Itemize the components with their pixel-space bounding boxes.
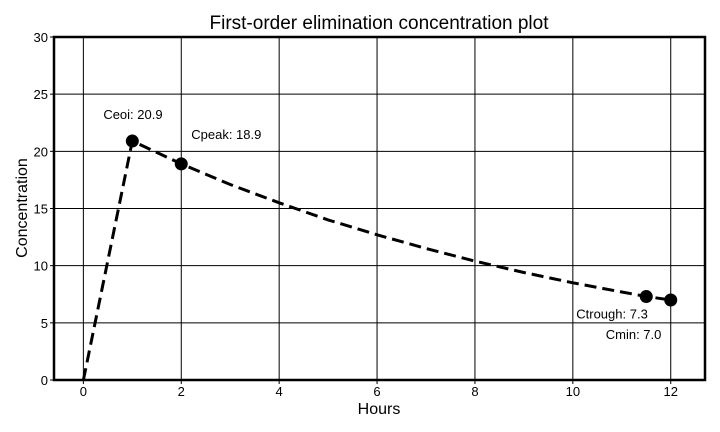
y-tick-label: 20 xyxy=(34,144,48,159)
series-group xyxy=(81,138,671,381)
y-tick-label: 25 xyxy=(34,87,48,102)
markers-group xyxy=(125,134,678,307)
concentration-line xyxy=(81,138,671,381)
x-tick-label: 12 xyxy=(664,384,678,399)
y-tick-label: 30 xyxy=(34,30,48,45)
annotation-label: Cmin: 7.0 xyxy=(606,327,662,342)
y-tick-label: 15 xyxy=(34,202,48,217)
plot-frame xyxy=(52,35,707,382)
y-tick-label: 5 xyxy=(41,316,48,331)
data-point-marker xyxy=(125,134,139,148)
y-tick-label: 0 xyxy=(41,373,48,388)
y-axis-label: Concentration xyxy=(14,158,31,258)
x-tick-label: 8 xyxy=(471,384,478,399)
data-point-marker xyxy=(664,293,678,307)
data-point-marker xyxy=(639,290,653,304)
y-tick-label: 10 xyxy=(34,259,48,274)
x-tick-label: 4 xyxy=(276,384,283,399)
annotation-label: Cpeak: 18.9 xyxy=(191,127,261,142)
x-tick-label: 6 xyxy=(373,384,380,399)
annotation-label: Ceoi: 20.9 xyxy=(103,107,162,122)
x-axis-label: Hours xyxy=(358,401,401,418)
chart-title: First-order elimination concentration pl… xyxy=(210,13,550,34)
annotations-group: Ceoi: 20.9 Cpeak: 18.9 Ctrough: 7.3 Cmin: 7… xyxy=(103,107,661,342)
data-point-marker xyxy=(174,157,188,171)
annotation-label: Ctrough: 7.3 xyxy=(576,307,648,322)
x-tick-label: 0 xyxy=(80,384,87,399)
x-tick-label: 2 xyxy=(178,384,185,399)
x-tick-label: 10 xyxy=(566,384,580,399)
axis-ticks: 0 2 4 6 8 10 12 0 5 10 15 20 25 30 xyxy=(34,30,678,399)
